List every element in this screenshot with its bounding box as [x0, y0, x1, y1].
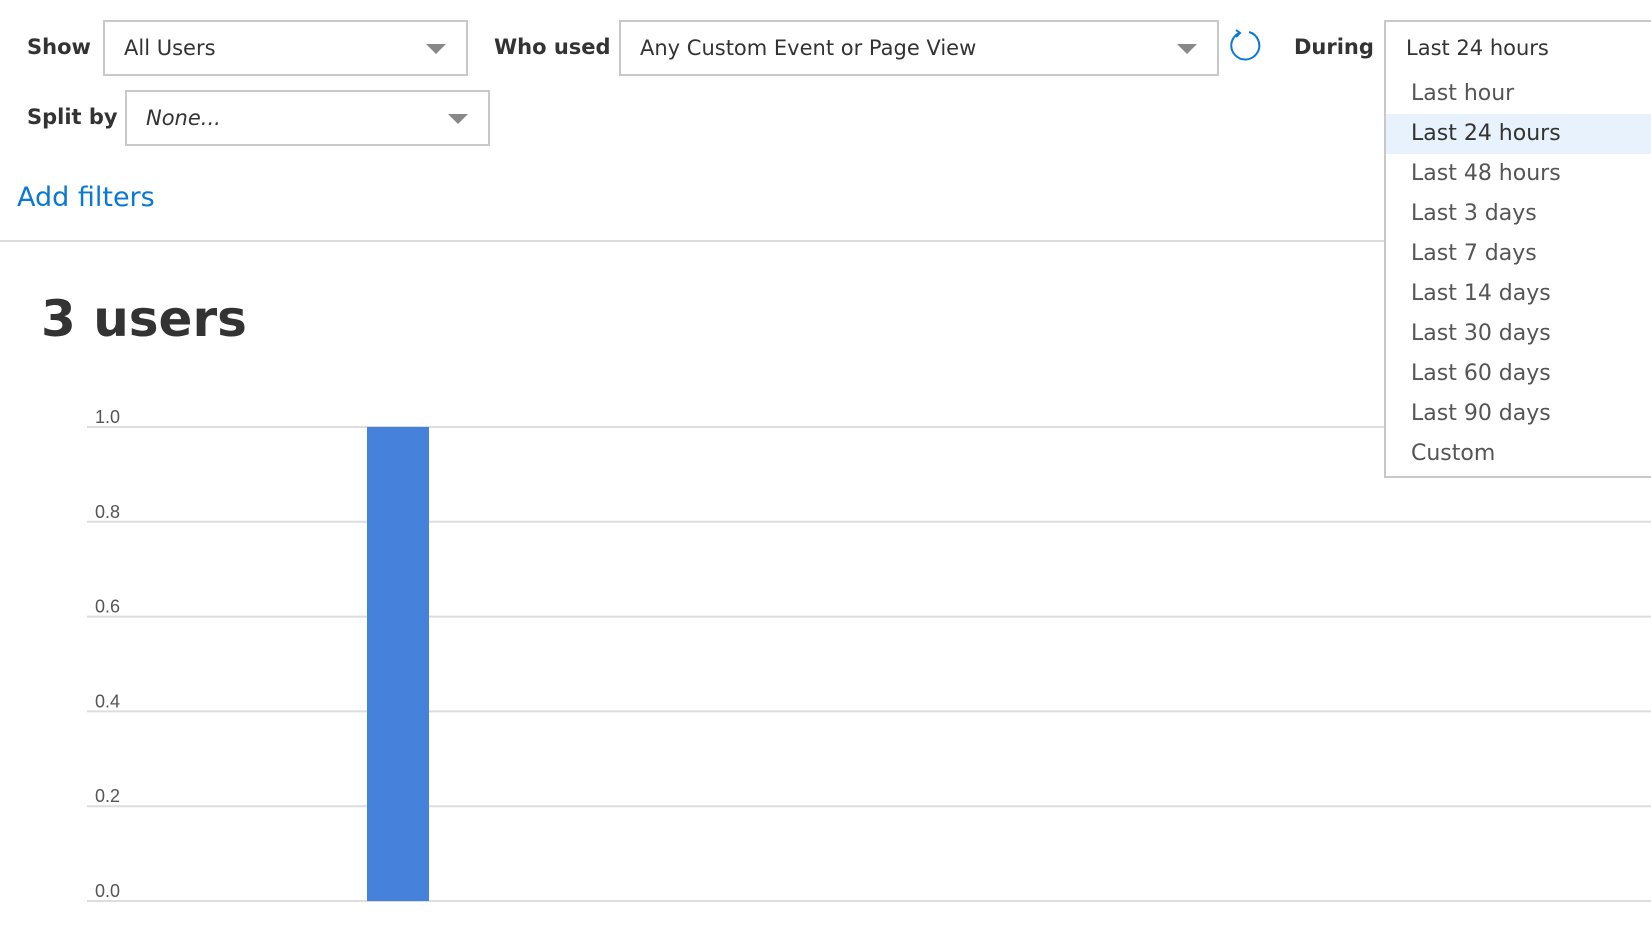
split-by-label: Split by [27, 105, 118, 129]
during-option[interactable]: Last 14 days [1411, 281, 1551, 306]
y-tick-label: 0.6 [95, 597, 120, 617]
chevron-down-icon [1177, 44, 1197, 54]
y-tick-label: 0.4 [95, 691, 120, 711]
y-tick-label: 1.0 [95, 407, 120, 427]
show-dropdown[interactable]: All Users [103, 20, 468, 76]
during-menu: Last hour Last 24 hours Last 48 hours Last … [1384, 74, 1651, 478]
who-used-dropdown[interactable]: Any Custom Event or Page View [619, 20, 1219, 76]
during-option[interactable]: Custom [1411, 441, 1496, 466]
during-option[interactable]: Last 60 days [1411, 361, 1551, 386]
user-count: 3 users [41, 290, 247, 348]
bar[interactable] [367, 427, 429, 901]
users-bar-chart: 0.0 0.2 0.4 0.6 0.8 1.0 [87, 407, 1651, 902]
split-by-dropdown[interactable]: None... [125, 90, 490, 146]
during-label: During [1294, 35, 1374, 59]
during-dropdown[interactable]: Last 24 hours [1384, 20, 1651, 76]
y-tick-label: 0.2 [95, 786, 120, 806]
who-used-label: Who used [494, 35, 611, 59]
during-option[interactable]: Last 7 days [1411, 241, 1537, 266]
refresh-icon[interactable] [1228, 28, 1262, 62]
who-used-value: Any Custom Event or Page View [640, 36, 977, 60]
y-tick-label: 0.0 [95, 881, 120, 901]
during-value: Last 24 hours [1406, 36, 1549, 60]
show-value: All Users [124, 36, 216, 60]
divider [0, 240, 1385, 242]
during-option[interactable]: Last 30 days [1411, 321, 1551, 346]
during-option[interactable]: Last 90 days [1411, 401, 1551, 426]
during-option[interactable]: Last 24 hours [1386, 114, 1651, 154]
split-by-value: None... [146, 106, 221, 130]
show-label: Show [27, 35, 91, 59]
add-filters-link[interactable]: Add filters [17, 182, 155, 213]
chevron-down-icon [426, 44, 446, 54]
y-tick-label: 0.8 [95, 502, 120, 522]
during-option[interactable]: Last 48 hours [1411, 161, 1561, 186]
during-option[interactable]: Last hour [1411, 81, 1515, 106]
chevron-down-icon [448, 114, 468, 124]
during-option[interactable]: Last 3 days [1411, 201, 1537, 226]
